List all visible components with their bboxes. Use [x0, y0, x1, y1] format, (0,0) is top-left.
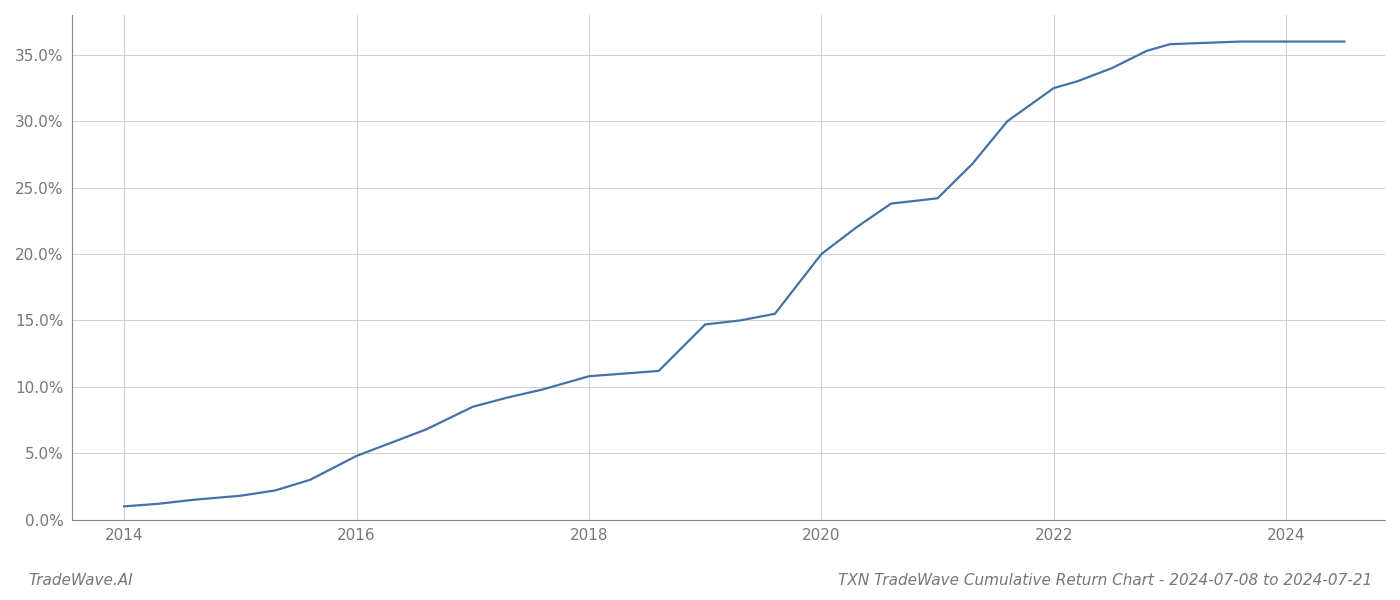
- Text: TXN TradeWave Cumulative Return Chart - 2024-07-08 to 2024-07-21: TXN TradeWave Cumulative Return Chart - …: [837, 573, 1372, 588]
- Text: TradeWave.AI: TradeWave.AI: [28, 573, 133, 588]
